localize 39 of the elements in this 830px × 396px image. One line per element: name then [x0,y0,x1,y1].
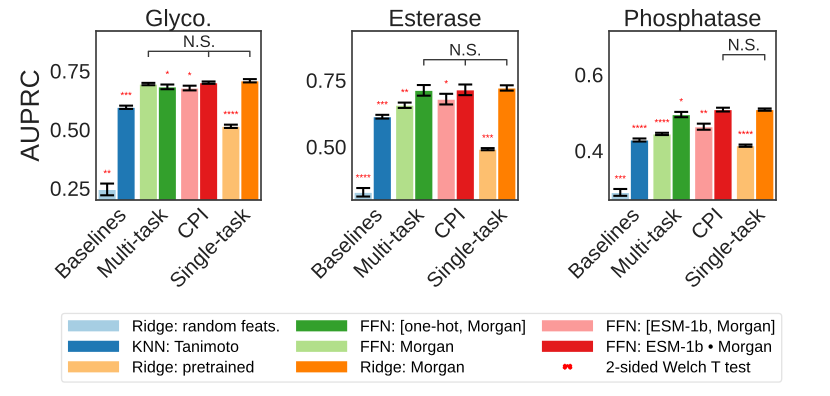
data-label: ** [700,110,708,114]
data-label: * [166,70,170,74]
y-axis-title: AUPRC [20,70,40,162]
chart-title: Glyco. [146,8,210,31]
legend-label: KNN: Tanimoto [133,340,238,352]
legend-label: Ridge: random feats. [133,320,279,335]
data-label: **** [223,110,238,114]
legend-label: FFN: Morgan [361,340,454,356]
y-tick-label: 0.75 [306,73,346,88]
legend-label: FFN: ESM-1b • Morgan [607,340,772,356]
y-tick-label: 0.25 [50,181,90,196]
data-label: * [679,98,683,102]
data-label: * [444,80,448,84]
data-label: * [188,72,192,76]
legend-label: Ridge: pretrained [133,360,254,376]
data-label: *** [376,101,388,104]
y-tick-label: 0.75 [50,64,90,79]
chart-title: Esterase [390,10,481,26]
data-label: **** [356,174,371,178]
annotation: N.S. [450,44,480,56]
annotation: N.S. [184,35,214,48]
y-tick-label: 0.50 [50,122,90,138]
data-label: *** [482,134,494,138]
legend-label: FFN: [ESM-1b, Morgan] [607,320,774,335]
data-label: **** [738,130,753,134]
data-label: *** [120,92,132,96]
y-tick-label: 0.6 [575,68,603,82]
data-label: ** [104,170,111,174]
legend-label: FFN: [one-hot, Morgan] [361,320,525,335]
data-label: *** [614,175,626,179]
text: 2-sided Welch T test [606,360,750,373]
data-label: **** [632,124,647,128]
y-tick-label: 0.50 [306,140,346,155]
data-label: ** [401,88,408,92]
y-tick-label: 0.4 [575,144,603,158]
annotation: N.S. [729,38,759,51]
legend-label: Ridge: Morgan [361,360,464,376]
chart-title: Phosphatase [626,8,760,31]
data-label: **** [654,119,670,122]
